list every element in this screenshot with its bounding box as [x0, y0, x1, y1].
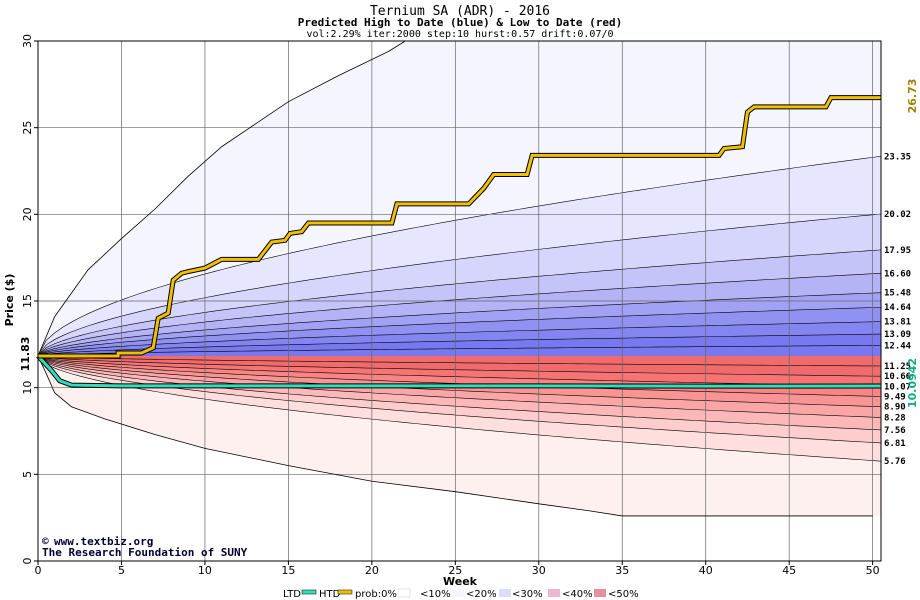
x-tick-label: 35: [615, 564, 629, 577]
red-band: [38, 355, 881, 366]
htd-end-label: 26.73: [906, 79, 919, 114]
bands-clipped: [38, 41, 881, 516]
legend-lt50-label: <50%: [608, 589, 639, 600]
envelope: [38, 41, 873, 517]
ltd-series: [36, 354, 882, 388]
credit-copyright-icon: ©: [42, 535, 49, 548]
band-end-label: 14.64: [884, 303, 912, 313]
band-end-label: 16.60: [884, 269, 911, 279]
legend-lt40-swatch: [594, 589, 606, 597]
legend-lt10-label: <10%: [420, 589, 451, 600]
band-line: [38, 213, 881, 357]
band-line: [38, 292, 881, 357]
band-line: [38, 345, 881, 357]
legend-lt30-label: <30%: [512, 589, 543, 600]
start-price-label: 11.83: [19, 337, 32, 372]
band-line: [38, 355, 881, 418]
legend-htd-swatch: [337, 589, 353, 595]
x-tick-label: 20: [365, 564, 379, 577]
band-end-label: 15.48: [884, 289, 911, 299]
legend-lt20-label: <20%: [466, 589, 497, 600]
band-line: [38, 249, 881, 357]
x-tick-label: 0: [35, 564, 42, 577]
band-line: [38, 355, 881, 387]
band-end-label: 13.09: [884, 330, 911, 340]
chart-subtitle: Predicted High to Date (blue) & Low to D…: [298, 16, 623, 29]
band-end-label: 11.25: [884, 362, 911, 372]
legend-prob0-label: prob:0%: [355, 589, 397, 600]
y-tick-label: 5: [21, 471, 34, 478]
band-end-label: 13.81: [884, 318, 911, 328]
y-tick-label: 0: [21, 558, 34, 565]
legend-ltd-label: LTD: [283, 589, 301, 600]
legend-prob0-swatch: [397, 588, 411, 598]
band-line: [38, 355, 881, 462]
low-envelope-line: [38, 355, 873, 517]
band-end-label: 7.56: [884, 426, 906, 436]
ltd-end-label: 10.0942: [906, 358, 919, 408]
htd-series: [38, 96, 881, 358]
credit-url: www.textbiz.org: [54, 535, 153, 548]
x-tick-label: 5: [118, 564, 125, 577]
legend-lt40-label: <40%: [562, 589, 593, 600]
series: [36, 95, 882, 389]
band-line: [38, 355, 881, 377]
x-tick-label: 30: [532, 564, 546, 577]
high-envelope-line: [38, 41, 406, 357]
x-tick-label: 45: [782, 564, 796, 577]
right-labels: 23.35 20.02 17.95 16.60 15.48 14.64 13.81 13.09…: [884, 152, 912, 467]
legend-htd-label: HTD: [319, 589, 341, 600]
band-line: [38, 306, 881, 357]
band-line: [38, 272, 881, 357]
legend-ltd-swatch: [301, 589, 317, 595]
band-end-label: 9.49: [884, 393, 906, 403]
band-end-label: 5.76: [884, 457, 906, 467]
legend-lt20-swatch: [499, 589, 511, 597]
band-end-label: 12.44: [884, 341, 912, 351]
legend-lt10-swatch: [452, 589, 464, 597]
x-tick-label: 50: [866, 564, 880, 577]
band-end-label: 10.66: [884, 372, 911, 382]
probability-bands: [38, 41, 881, 516]
x-tick-label: 15: [281, 564, 295, 577]
credit-org: The Research Foundation of SUNY: [42, 546, 248, 559]
legend: LTD HTD prob:0% <10% <20% <30% <40% <50%: [283, 588, 639, 600]
y-tick-label: 30: [21, 34, 34, 48]
y-tick-label: 10: [21, 381, 34, 395]
x-axis-label: Week: [443, 575, 478, 588]
band-line: [38, 355, 881, 367]
chart-title: Ternium SA (ADR) - 2016: [370, 4, 550, 19]
envelope-clipped: [38, 41, 873, 517]
band-end-label: 23.35: [884, 152, 911, 162]
blue-band: [38, 345, 881, 356]
y-tick-label: 15: [21, 294, 34, 308]
legend-lt30-swatch: [548, 589, 560, 597]
band-line: [38, 333, 881, 357]
band-end-label: 8.90: [884, 403, 906, 413]
band-end-label: 6.81: [884, 439, 906, 449]
band-end-label: 20.02: [884, 210, 911, 220]
band-end-label: 17.95: [884, 246, 911, 256]
y-axis-label: Price ($): [3, 274, 16, 327]
band-line: [38, 155, 881, 357]
band-line: [38, 321, 881, 357]
x-tick-label: 10: [198, 564, 212, 577]
band-end-label: 8.28: [884, 413, 906, 423]
band-line: [38, 355, 881, 408]
x-tick-label: 40: [699, 564, 713, 577]
chart-params: vol:2.29% iter:2000 step:10 hurst:0.57 d…: [306, 29, 613, 40]
x-tick-label: 25: [448, 564, 462, 577]
band-end-label: 10.07: [884, 382, 911, 392]
y-tick-label: 25: [21, 121, 34, 135]
ticks: 0 5 10 15 20 25 30 35 40 45 50 0 5 10 15 20 25 30: [21, 34, 880, 577]
y-tick-label: 20: [21, 207, 34, 221]
